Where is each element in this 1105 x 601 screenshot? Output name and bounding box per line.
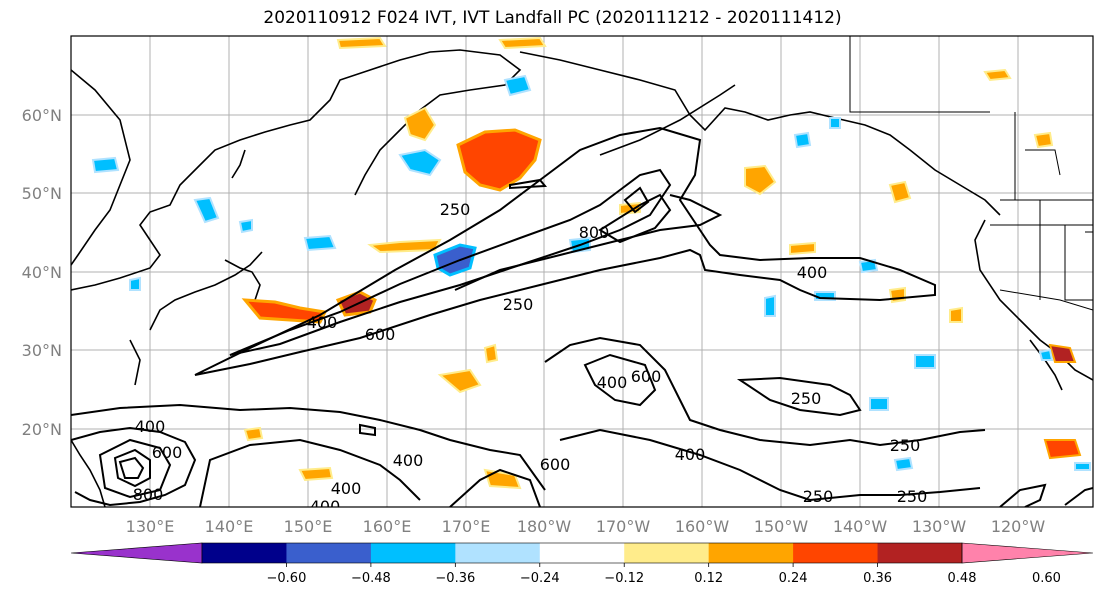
lon-label: 160°E — [363, 517, 412, 536]
colorbar-swatch — [793, 543, 879, 563]
colorbar-tick-label: 0.60 — [1032, 571, 1061, 586]
colorbar-tick-label: 0.36 — [863, 571, 892, 586]
colorbar-swatch — [286, 543, 372, 563]
colorbar-swatch — [877, 543, 963, 563]
colorbar-tick-label: −0.60 — [267, 571, 307, 586]
lon-label: 120°W — [991, 517, 1046, 536]
colorbar: −0.60 −0.48 −0.36 −0.24 −0.12 0.12 0.24 0.36 0.4… — [70, 542, 1094, 586]
colorbar-extend-low — [70, 542, 203, 564]
lon-label: 150°W — [754, 517, 809, 536]
lat-label: 30°N — [22, 341, 62, 360]
contour-label: 600 — [152, 443, 183, 462]
contour-label: 250 — [503, 295, 534, 314]
colorbar-swatch — [370, 543, 456, 563]
colorbar-swatch — [624, 543, 710, 563]
longitude-labels: 130°E 140°E 150°E 160°E 170°E 180°W 170°… — [126, 517, 1046, 536]
contour-label: 400 — [310, 497, 341, 516]
lon-label: 140°E — [205, 517, 254, 536]
ivt-contours — [71, 126, 1093, 507]
contour-label: 400 — [331, 479, 362, 498]
contour-label: 250 — [803, 487, 834, 506]
latitude-labels: 60°N 50°N 40°N 30°N 20°N — [22, 106, 62, 439]
graticule — [71, 36, 1093, 507]
contour-label: 400 — [307, 313, 338, 332]
contour-label: 600 — [631, 367, 662, 386]
lat-label: 20°N — [22, 420, 62, 439]
contour-label: 400 — [393, 451, 424, 470]
contour-label: 400 — [797, 263, 828, 282]
lon-label: 170°E — [442, 517, 491, 536]
contour-label: 400 — [135, 417, 166, 436]
contour-label: 250 — [897, 487, 928, 506]
contour-label: 800 — [133, 485, 164, 504]
lat-label: 60°N — [22, 106, 62, 125]
colorbar-tick-label: −0.24 — [520, 571, 560, 586]
colorbar-tick-label: 0.24 — [779, 571, 808, 586]
map-canvas: 250 250 250 250 250 250 400 400 400 400 … — [71, 36, 1093, 516]
colorbar-swatch — [539, 543, 625, 563]
colorbar-swatch — [708, 543, 794, 563]
lon-label: 140°W — [833, 517, 888, 536]
contour-label: 600 — [365, 325, 396, 344]
contour-label: 400 — [675, 445, 706, 464]
lon-label: 160°W — [675, 517, 730, 536]
colorbar-swatch — [455, 543, 541, 563]
map-frame — [70, 35, 1094, 508]
contour-label: 600 — [540, 455, 571, 474]
contour-label: 250 — [440, 200, 471, 219]
colorbar-tick-label: 0.48 — [948, 571, 977, 586]
coastlines — [71, 49, 1093, 507]
contour-label: 400 — [597, 373, 628, 392]
contour-label: 250 — [791, 389, 822, 408]
contour-labels: 250 250 250 250 250 250 400 400 400 400 … — [133, 200, 928, 516]
contour-label: 800 — [579, 223, 610, 242]
colorbar-frame — [201, 542, 963, 564]
lon-label: 130°E — [126, 517, 175, 536]
lat-label: 40°N — [22, 263, 62, 282]
colorbar-swatch — [202, 543, 287, 563]
colorbar-tick-label: −0.48 — [351, 571, 391, 586]
lon-label: 130°W — [912, 517, 967, 536]
lon-label: 150°E — [284, 517, 333, 536]
country-borders — [849, 36, 1093, 311]
contour-label: 250 — [890, 436, 921, 455]
colorbar-tick-label: −0.12 — [604, 571, 644, 586]
map-title: 2020110912 F024 IVT, IVT Landfall PC (20… — [263, 8, 842, 28]
lon-label: 170°W — [596, 517, 651, 536]
lon-label: 180°W — [517, 517, 572, 536]
colorbar-extend-high — [961, 542, 1094, 564]
colorbar-tick-label: 0.12 — [694, 571, 723, 586]
colorbar-tick-label: −0.36 — [435, 571, 475, 586]
lat-label: 50°N — [22, 184, 62, 203]
